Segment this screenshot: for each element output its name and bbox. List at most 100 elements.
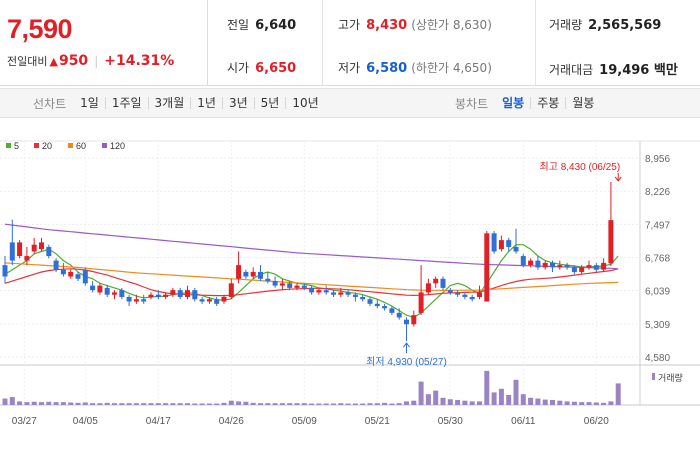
volume-bar [9, 397, 15, 405]
candle-body [119, 290, 125, 297]
volume-bar [404, 401, 409, 405]
ma-line-5 [4, 244, 619, 319]
max-arrow-head-icon [614, 176, 622, 182]
candle-body [90, 285, 96, 291]
change-value: 950 [58, 53, 89, 69]
volume-bar [60, 402, 66, 405]
volume-bar [97, 403, 103, 405]
y-tick-label: 7,497 [645, 220, 670, 231]
candle-chart-label: 봉차트 [455, 96, 489, 111]
candle-body [440, 278, 446, 288]
volume-bar [491, 392, 497, 405]
volume-bar [243, 401, 249, 405]
candle-body [418, 292, 424, 313]
candle-body [447, 290, 453, 293]
candle-body [133, 299, 139, 302]
volume-bar [104, 402, 110, 405]
candle-body [564, 265, 570, 268]
y-tick-label: 8,956 [645, 154, 670, 165]
tab-10y[interactable]: 10년 [285, 97, 324, 109]
candle-body [294, 285, 300, 288]
candle-body [97, 285, 103, 293]
candle-body [396, 312, 402, 318]
volume-bar [608, 401, 614, 405]
candle-body [586, 265, 592, 268]
volume-label: 거래량 [549, 18, 583, 32]
candle-body [550, 262, 555, 268]
up-arrow-icon: ▲ [49, 54, 58, 68]
tab-5y[interactable]: 5년 [253, 97, 286, 109]
volume-bar [148, 403, 154, 405]
candle-body [17, 242, 23, 257]
volume-bar [484, 370, 490, 405]
volume-bar [258, 403, 263, 405]
candle-body [462, 294, 468, 297]
tab-3m[interactable]: 3개월 [147, 97, 191, 109]
candle-body [163, 294, 169, 297]
candle-body [199, 299, 205, 302]
candle-body [535, 260, 541, 268]
legend-swatch-120 [102, 143, 107, 148]
candle-body [243, 271, 249, 277]
candle-body [82, 269, 88, 284]
price-summary: 7,590 전일대비 ▲ 950 | +14.31% 전일 6,640 고가 8… [0, 0, 700, 86]
volume-bar [185, 403, 190, 405]
low-price: 저가 6,580 (하한가 4,650) [338, 59, 492, 76]
volume-bar [382, 402, 388, 405]
change-row: 전일대비 ▲ 950 | +14.31% [7, 53, 207, 69]
volume-legend-label: 거래량 [658, 372, 683, 383]
volume-bar [75, 402, 81, 405]
candle-body [331, 292, 336, 295]
high-limit: (상한가 8,630) [411, 18, 492, 32]
tab-1y[interactable]: 1년 [190, 97, 222, 109]
tab-1w[interactable]: 1주일 [104, 97, 148, 109]
tab-daily[interactable]: 일봉 [502, 96, 525, 110]
tab-3y[interactable]: 3년 [221, 97, 254, 109]
candle-body [192, 290, 198, 300]
candle-body [352, 294, 358, 297]
volume-bar [46, 401, 52, 405]
legend-swatch-5 [6, 143, 11, 148]
volume-bar [287, 403, 293, 405]
candle-body [345, 292, 351, 295]
candle-body [593, 265, 599, 270]
volume-bar [367, 403, 373, 405]
legend-label-120: 120 [110, 141, 125, 151]
divider [322, 0, 323, 86]
candle-body [425, 283, 431, 293]
candle-body [221, 296, 227, 302]
candle-body [236, 265, 242, 279]
candle-body [126, 296, 132, 302]
candle-body [75, 274, 81, 279]
volume-bar [265, 403, 271, 405]
change-separator: | [94, 54, 99, 68]
volume-bar [396, 403, 402, 405]
candle-body [382, 306, 388, 309]
candle-body [601, 262, 607, 270]
candle-body [542, 262, 548, 268]
volume: 거래량 2,565,569 [549, 16, 661, 33]
tab-weekly[interactable]: 주봉 [530, 97, 565, 109]
candle-body [498, 240, 504, 250]
tab-monthly[interactable]: 월봉 [565, 97, 600, 109]
tab-1d[interactable]: 1일 [80, 96, 99, 110]
candle-body [301, 285, 307, 288]
trade-amount: 거래대금 19,496 백만 [549, 59, 678, 78]
min-arrow-head-icon [403, 342, 410, 348]
volume-bar [294, 403, 300, 405]
volume-bar [331, 403, 336, 405]
volume-value: 2,565,569 [588, 18, 662, 33]
volume-bar [82, 402, 88, 405]
volume-bar [126, 403, 132, 405]
volume-bar [564, 401, 570, 405]
candle-body [250, 271, 256, 277]
volume-bar [520, 394, 526, 405]
volume-bar [272, 403, 278, 405]
volume-bar [601, 402, 607, 405]
volume-bar [542, 399, 548, 405]
volume-bar [433, 390, 439, 405]
candle-body [520, 256, 526, 266]
chart-tab-bar: 선차트 1일 1주일 3개월 1년 3년 5년 10년 봉차트 일봉 주봉 월봉 [0, 88, 700, 118]
